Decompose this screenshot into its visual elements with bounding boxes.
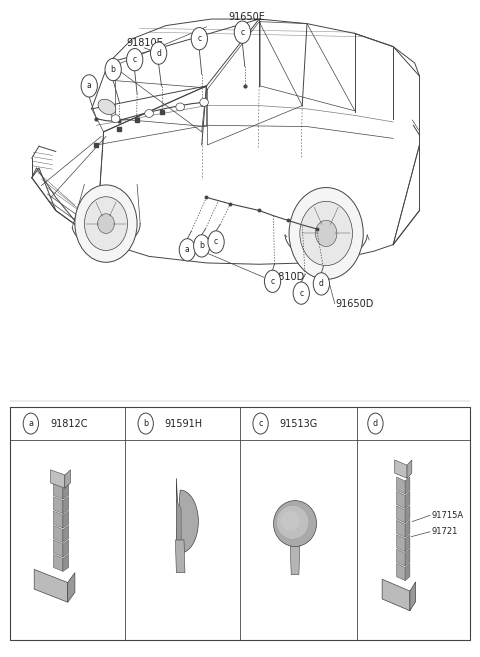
Polygon shape [50, 470, 65, 488]
Polygon shape [405, 564, 410, 581]
Polygon shape [175, 540, 185, 573]
Text: c: c [240, 28, 244, 37]
Ellipse shape [200, 99, 208, 106]
Circle shape [208, 231, 224, 253]
Polygon shape [63, 511, 69, 528]
Polygon shape [53, 511, 63, 528]
Polygon shape [176, 501, 181, 540]
Ellipse shape [176, 103, 184, 111]
Polygon shape [53, 555, 63, 572]
Ellipse shape [276, 505, 309, 539]
Ellipse shape [98, 99, 116, 114]
Text: 91810D: 91810D [266, 273, 305, 283]
Ellipse shape [145, 110, 154, 118]
Circle shape [191, 28, 207, 50]
Ellipse shape [97, 214, 114, 233]
Polygon shape [405, 477, 410, 494]
Text: b: b [143, 419, 148, 428]
Circle shape [179, 238, 195, 261]
Text: c: c [299, 288, 303, 298]
Ellipse shape [111, 115, 120, 123]
Text: 91650E: 91650E [229, 12, 265, 22]
Polygon shape [396, 520, 405, 537]
Circle shape [293, 282, 310, 304]
Circle shape [264, 270, 281, 292]
Polygon shape [68, 573, 75, 602]
Text: 91721: 91721 [432, 527, 458, 536]
Polygon shape [405, 491, 410, 509]
Text: 91812C: 91812C [50, 419, 87, 428]
Polygon shape [63, 555, 69, 572]
Circle shape [138, 413, 154, 434]
Polygon shape [53, 482, 63, 499]
Circle shape [127, 49, 143, 71]
Text: c: c [197, 34, 202, 43]
Polygon shape [395, 460, 407, 478]
Circle shape [253, 413, 268, 434]
Circle shape [368, 413, 383, 434]
Ellipse shape [84, 196, 128, 250]
Circle shape [23, 413, 38, 434]
Polygon shape [176, 478, 198, 553]
Ellipse shape [281, 511, 300, 531]
Ellipse shape [75, 185, 137, 262]
Text: a: a [185, 245, 190, 254]
Text: 91591H: 91591H [165, 419, 203, 428]
Polygon shape [63, 540, 69, 557]
Text: c: c [271, 277, 275, 286]
Polygon shape [65, 470, 71, 488]
Text: 91715A: 91715A [432, 511, 464, 520]
Text: a: a [28, 419, 33, 428]
Text: d: d [319, 279, 324, 288]
Polygon shape [405, 520, 410, 537]
Polygon shape [405, 535, 410, 552]
Polygon shape [63, 526, 69, 543]
Text: c: c [214, 237, 218, 246]
Circle shape [151, 42, 167, 64]
Polygon shape [405, 549, 410, 566]
Polygon shape [396, 491, 405, 509]
Text: 91650D: 91650D [336, 298, 374, 309]
Polygon shape [410, 582, 416, 611]
Polygon shape [290, 547, 300, 575]
Text: 91513G: 91513G [280, 419, 318, 428]
Ellipse shape [315, 220, 337, 246]
Polygon shape [382, 579, 410, 611]
Ellipse shape [289, 187, 363, 279]
Text: c: c [258, 419, 263, 428]
Polygon shape [63, 497, 69, 514]
Circle shape [81, 75, 97, 97]
Text: c: c [132, 55, 137, 64]
Ellipse shape [274, 501, 317, 547]
Polygon shape [405, 506, 410, 523]
Text: d: d [156, 49, 161, 58]
Circle shape [234, 21, 251, 43]
Polygon shape [53, 497, 63, 514]
Polygon shape [63, 482, 69, 499]
Circle shape [105, 58, 121, 81]
Text: d: d [373, 419, 378, 428]
Polygon shape [34, 570, 68, 602]
Ellipse shape [300, 201, 352, 265]
Text: b: b [199, 241, 204, 250]
Polygon shape [396, 549, 405, 566]
Polygon shape [396, 564, 405, 581]
Text: a: a [87, 81, 92, 91]
Text: b: b [111, 65, 116, 74]
Polygon shape [396, 477, 405, 494]
Text: 91810E: 91810E [126, 38, 163, 49]
Polygon shape [53, 526, 63, 543]
Polygon shape [396, 535, 405, 552]
Polygon shape [396, 506, 405, 523]
Polygon shape [407, 460, 412, 478]
Circle shape [313, 273, 329, 295]
Circle shape [193, 235, 210, 257]
Polygon shape [53, 540, 63, 557]
